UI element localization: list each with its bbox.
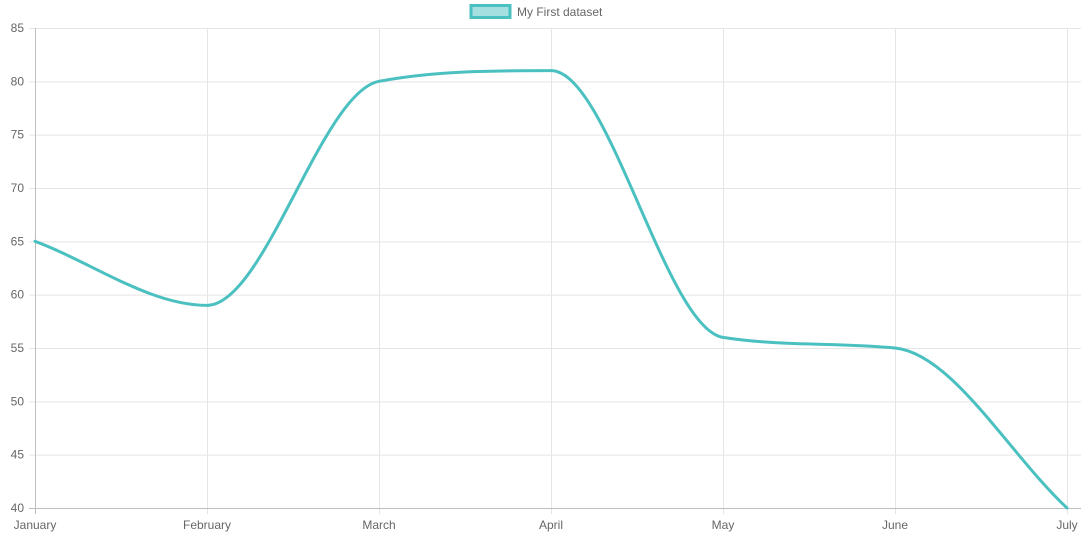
x-tick-label: June xyxy=(882,518,908,532)
y-tick-label: 65 xyxy=(11,234,25,248)
series-line xyxy=(33,69,1069,510)
y-axis-ticks: 40 45 50 55 60 65 70 75 80 85 xyxy=(11,21,25,515)
y-tick-label: 80 xyxy=(11,74,25,88)
y-tick-label: 60 xyxy=(11,288,25,302)
y-tick-label: 45 xyxy=(11,448,25,462)
axes xyxy=(29,28,1081,514)
legend-label-my-first-dataset[interactable]: My First dataset xyxy=(517,5,603,19)
legend[interactable]: My First dataset xyxy=(469,4,603,19)
x-tick-label: July xyxy=(1056,518,1077,532)
x-tick-label: February xyxy=(183,518,231,532)
y-tick-label: 70 xyxy=(11,181,25,195)
legend-swatch-my-first-dataset[interactable] xyxy=(469,4,512,19)
series-lines xyxy=(33,69,1069,510)
x-tick-label: March xyxy=(362,518,395,532)
y-tick-label: 40 xyxy=(11,501,25,515)
grid-lines xyxy=(29,28,1081,514)
y-tick-label: 75 xyxy=(11,128,25,142)
x-axis-ticks: January February March April May June July xyxy=(14,518,1078,532)
y-tick-label: 55 xyxy=(11,341,25,355)
x-tick-label: May xyxy=(712,518,735,532)
y-tick-label: 85 xyxy=(11,21,25,35)
x-tick-label: January xyxy=(14,518,57,532)
y-tick-label: 50 xyxy=(11,394,25,408)
x-tick-label: April xyxy=(539,518,563,532)
